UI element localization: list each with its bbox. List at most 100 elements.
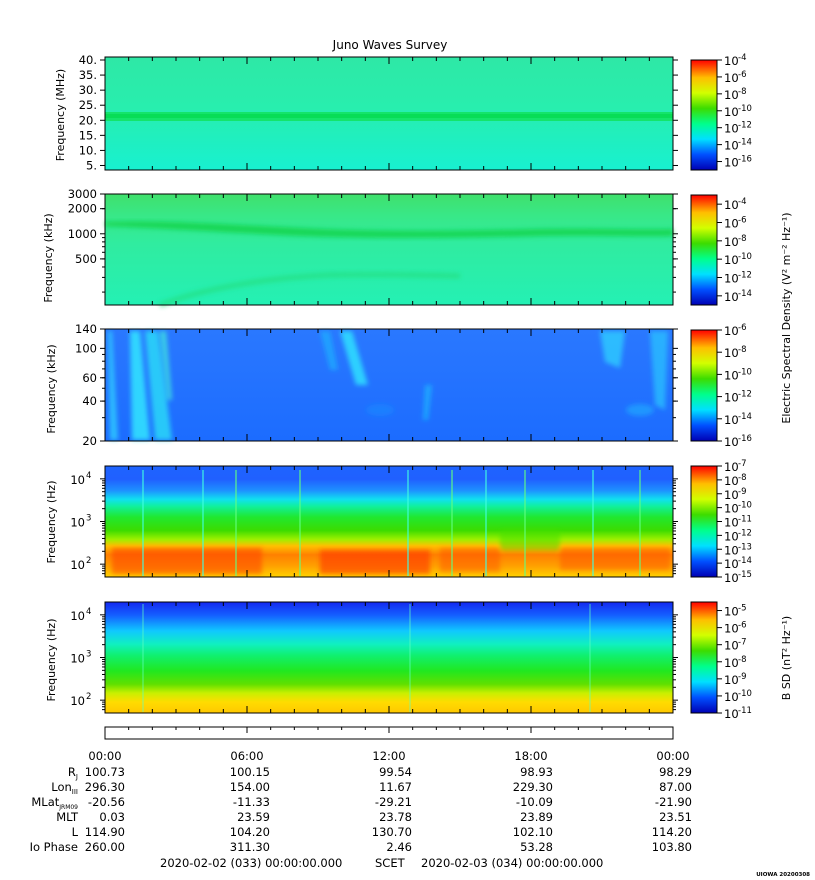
colorbar-tick-label: 10 bbox=[724, 324, 739, 338]
colorbar-tick-label: 10 bbox=[724, 122, 739, 136]
colorbar-tick-label: 10 bbox=[724, 272, 739, 286]
colorbar-tick-exponent: -6 bbox=[738, 70, 746, 80]
panel-1-xaxis-ticks bbox=[104, 57, 674, 170]
footer-start-time: 2020-02-02 (033) 00:00:00.000 bbox=[160, 856, 342, 870]
colorbar-tick-label: 10 bbox=[724, 622, 739, 636]
ephem-label: RJ bbox=[68, 765, 78, 781]
colorbar-4 bbox=[690, 465, 718, 578]
ephem-value: 130.70 bbox=[372, 825, 412, 839]
colorbar-tick-exponent: -10 bbox=[738, 104, 752, 114]
colorbar-tick-label: 10 bbox=[724, 639, 739, 653]
colorbar-tick-exponent: -12 bbox=[738, 390, 752, 400]
ytick-exponent: 3 bbox=[86, 650, 91, 660]
colorbar-tick-exponent: -10 bbox=[738, 367, 752, 377]
panel-3-emission-features bbox=[108, 331, 668, 440]
panel-1-yaxis: 5.10.15.20.25.30.35.40. bbox=[79, 53, 678, 172]
colorbar-3 bbox=[690, 329, 718, 442]
colorbar-tick-label: 10 bbox=[724, 290, 739, 304]
colorbar-tick-label: 10 bbox=[724, 571, 739, 585]
ephem-value: 2.46 bbox=[386, 840, 412, 854]
panel-1-ylabel: Frequency (MHz) bbox=[54, 69, 67, 161]
panel-3-xaxis-ticks bbox=[104, 329, 674, 441]
colorbar-label-bfield: B SD (nT² Hz⁻¹) bbox=[780, 616, 793, 700]
ephem-value: 23.78 bbox=[379, 810, 412, 824]
time-tick-label: 00:00 bbox=[88, 749, 121, 763]
colorbar-tick-label: 10 bbox=[724, 435, 739, 449]
ephem-value: 102.10 bbox=[513, 825, 553, 839]
colorbar-tick-label: 10 bbox=[724, 235, 739, 249]
ytick-label: 1000 bbox=[68, 227, 97, 241]
colorbar-tick-exponent: -8 bbox=[738, 234, 746, 244]
ephem-value: 98.29 bbox=[659, 765, 692, 779]
ephem-value: -10.09 bbox=[516, 795, 553, 809]
panel-4-xaxis-ticks bbox=[104, 466, 674, 577]
panel-5-ylabel: Frequency (Hz) bbox=[45, 619, 58, 702]
colorbar-tick-label: 10 bbox=[724, 690, 739, 704]
ephem-value: 23.89 bbox=[520, 810, 553, 824]
colorbar-1 bbox=[690, 59, 718, 171]
ytick-label: 2000 bbox=[68, 202, 97, 216]
colorbar-tick-exponent: -16 bbox=[738, 155, 752, 165]
colorbar-tick-exponent: -10 bbox=[738, 252, 752, 262]
ephem-label: MLT bbox=[56, 810, 79, 824]
ephem-label: MLatJRM09 bbox=[31, 795, 78, 811]
ephem-value: 98.93 bbox=[520, 765, 553, 779]
colorbar-tick-exponent: -4 bbox=[738, 53, 746, 63]
panel-2-emission-band bbox=[105, 221, 673, 238]
ephem-value: 154.00 bbox=[230, 780, 270, 794]
colorbar-tick-exponent: -10 bbox=[738, 501, 752, 511]
colorbar-tick-exponent: -10 bbox=[738, 689, 752, 699]
ephem-value: 53.28 bbox=[520, 840, 553, 854]
colorbar-tick-exponent: -12 bbox=[738, 121, 752, 131]
footer-scet-label: SCET bbox=[375, 856, 406, 870]
colorbar-tick-exponent: -8 bbox=[738, 345, 746, 355]
colorbar-2 bbox=[690, 194, 718, 306]
ephem-value: 229.30 bbox=[513, 780, 553, 794]
ytick-label: 100 bbox=[75, 341, 97, 355]
ytick-label: 500 bbox=[75, 252, 97, 266]
panel-3-background bbox=[105, 329, 673, 441]
ephem-value: 114.20 bbox=[652, 825, 692, 839]
colorbar-tick-label: 10 bbox=[724, 253, 739, 267]
time-tick-label: 00:00 bbox=[656, 749, 689, 763]
ephem-value: 114.90 bbox=[85, 825, 125, 839]
ytick-label: 10 bbox=[70, 558, 85, 572]
ytick-label: 10 bbox=[70, 609, 85, 623]
ephem-value: 103.80 bbox=[652, 840, 692, 854]
panel-5-spikes bbox=[142, 604, 591, 712]
panel-3-heatmap bbox=[104, 328, 674, 442]
ephem-value: 11.67 bbox=[379, 780, 412, 794]
ephem-value: -21.90 bbox=[655, 795, 692, 809]
colorbar-tick-label: 10 bbox=[724, 557, 739, 571]
ephem-label: L bbox=[72, 825, 79, 839]
ephemeris-table: RJ 100.73 100.15 99.54 98.93 98.29 LonIII 296.3… bbox=[30, 765, 692, 854]
panel-2-ylabel: Frequency (kHz) bbox=[42, 213, 55, 302]
colorbar-tick-exponent: -14 bbox=[738, 138, 752, 148]
colorbar-tick-exponent: -4 bbox=[738, 197, 746, 207]
ephem-value: 99.54 bbox=[379, 765, 412, 779]
colorbar-tick-exponent: -14 bbox=[738, 556, 752, 566]
ephem-value: 100.15 bbox=[230, 765, 270, 779]
ytick-exponent: 2 bbox=[86, 692, 91, 702]
ytick-label: 10 bbox=[70, 694, 85, 708]
colorbar-tick-label: 10 bbox=[724, 474, 739, 488]
colorbar-tick-exponent: -8 bbox=[738, 473, 746, 483]
ytick-label: 20 bbox=[82, 434, 97, 448]
time-tick-label: 12:00 bbox=[372, 749, 405, 763]
ephem-value: 311.30 bbox=[230, 840, 270, 854]
panel-2-background bbox=[105, 194, 673, 305]
colorbar-tick-exponent: -8 bbox=[738, 87, 746, 97]
panel-4-lowfreq-intensification bbox=[112, 530, 670, 574]
ephem-value: 87.00 bbox=[659, 780, 692, 794]
panel-2-lower-arc bbox=[159, 272, 461, 308]
colorbar-tick-label: 10 bbox=[724, 156, 739, 170]
uiowa-stamp: UIOWA 20200308 bbox=[756, 872, 810, 878]
colorbar-tick-exponent: -9 bbox=[738, 672, 746, 682]
colorbar-tick-exponent: -11 bbox=[738, 706, 752, 716]
ytick-label: 15. bbox=[79, 128, 97, 142]
colorbar-tick-exponent: -9 bbox=[738, 487, 746, 497]
colorbar-label-efield: Electric Spectral Density (V² m⁻² Hz⁻¹) bbox=[780, 212, 793, 423]
colorbar-tick-exponent: -12 bbox=[738, 271, 752, 281]
